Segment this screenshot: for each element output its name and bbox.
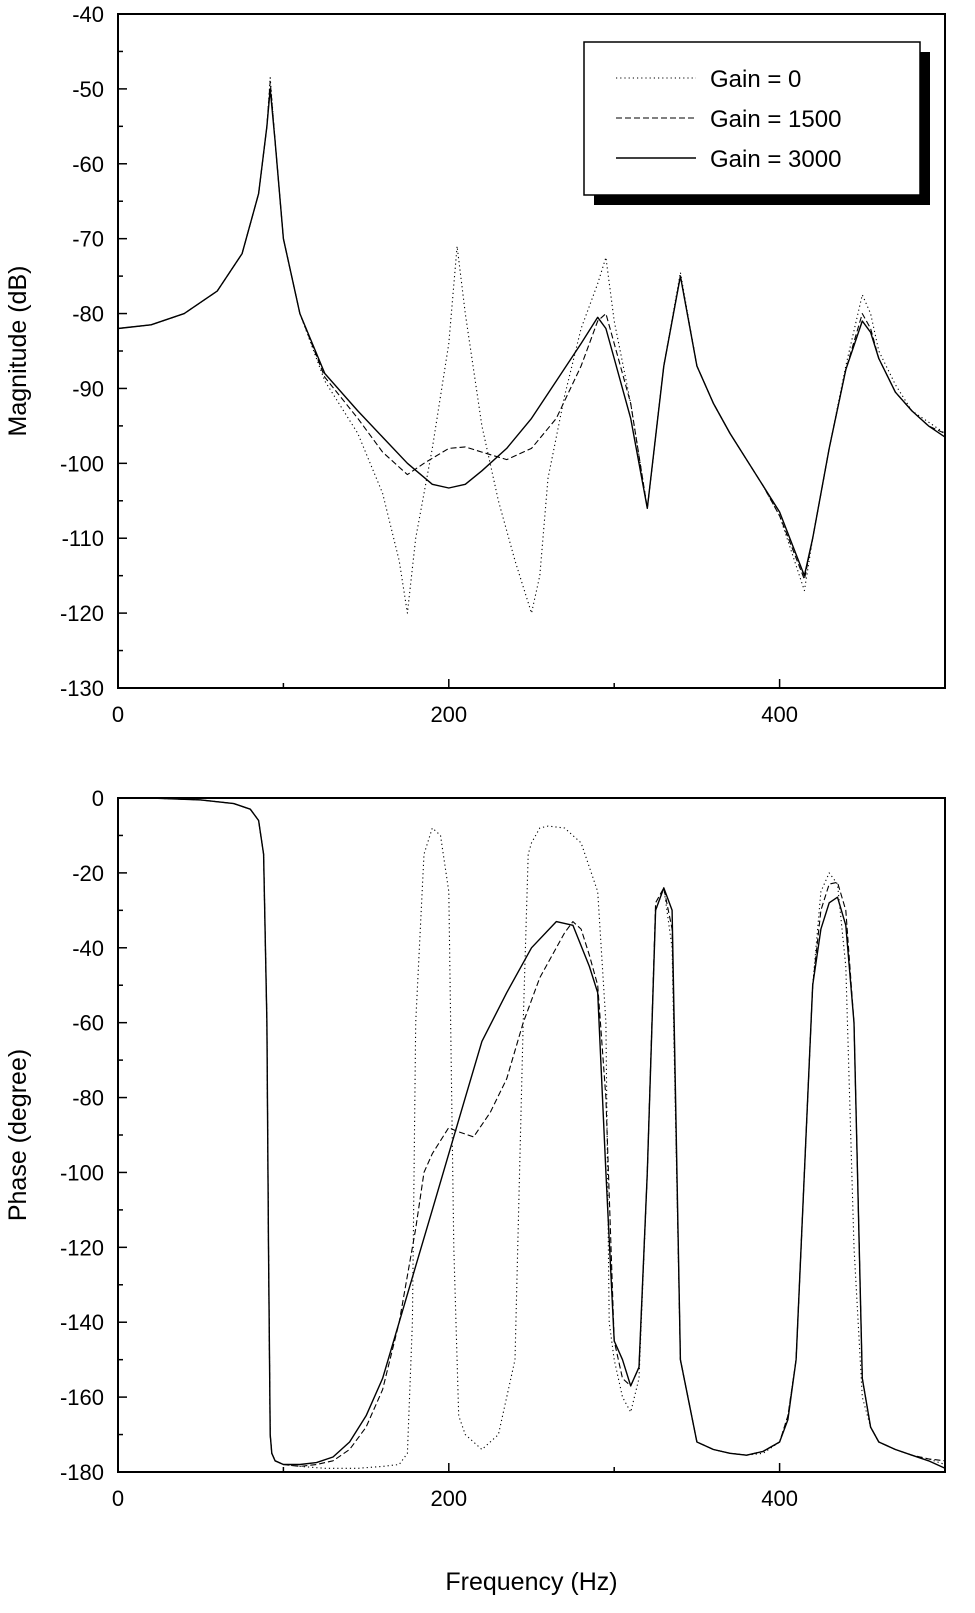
phase-x-tick-label: 400: [761, 1486, 798, 1511]
phase-series-dashed-line: [151, 798, 945, 1467]
magnitude-y-tick-label: -130: [60, 676, 104, 701]
legend-entry-label: Gain = 3000: [710, 146, 841, 173]
phase-y-axis-title: Phase (degree): [4, 1049, 32, 1221]
phase-plot-frame: [117, 797, 946, 1473]
magnitude-y-tick-label: -120: [60, 601, 104, 626]
magnitude-y-tick-label: -40: [72, 2, 104, 27]
magnitude-plot: -40 -50 -60 -70 -80 -90 -100 -110 -120 -130 0 200 40…: [4, 2, 946, 727]
phase-y-tick-label: -80: [72, 1086, 104, 1111]
phase-y-tick-label: -120: [60, 1235, 104, 1260]
magnitude-y-tick-label: -50: [72, 77, 104, 102]
magnitude-x-tick-label: 200: [430, 702, 467, 727]
phase-y-tick-label: -20: [72, 861, 104, 886]
magnitude-y-tick-label: -100: [60, 451, 104, 476]
magnitude-y-axis-title: Magnitude (dB): [4, 266, 32, 437]
magnitude-y-tick-label: -110: [62, 526, 104, 551]
phase-y-tick-label: -180: [60, 1460, 104, 1485]
legend-entry-label: Gain = 1500: [710, 106, 841, 133]
phase-y-tick-label: -140: [60, 1310, 104, 1335]
magnitude-y-tick-label: -60: [72, 152, 104, 177]
phase-y-tick-label: -100: [60, 1160, 104, 1185]
magnitude-y-tick-label: -70: [72, 227, 104, 252]
phase-y-tick-label: -40: [72, 936, 104, 961]
magnitude-x-tick-label: 0: [112, 702, 124, 727]
phase-series-group: [151, 798, 945, 1469]
magnitude-series-solid-line: [118, 88, 945, 577]
phase-y-tick-label: -60: [72, 1011, 104, 1036]
magnitude-x-tick-label: 400: [761, 702, 798, 727]
phase-series-solid-line: [151, 798, 945, 1469]
phase-y-tick-label: -160: [60, 1385, 104, 1410]
phase-plot: 0 -20 -40 -60 -80 -100 -120 -140 -160 -180 0 200 400…: [4, 786, 946, 1596]
magnitude-y-tick-label: -90: [72, 376, 104, 401]
magnitude-series-group: [118, 77, 945, 614]
phase-x-tick-label: 0: [112, 1486, 124, 1511]
magnitude-y-tick-label: -80: [72, 302, 104, 327]
legend: Gain = 0 Gain = 1500 Gain = 3000: [583, 41, 930, 205]
phase-x-axis-title: Frequency (Hz): [445, 1568, 617, 1596]
phase-x-tick-label: 200: [430, 1486, 467, 1511]
phase-y-tick-label: 0: [92, 786, 104, 811]
legend-entry-label: Gain = 0: [710, 66, 801, 93]
phase-series-dotted-line: [151, 798, 945, 1469]
